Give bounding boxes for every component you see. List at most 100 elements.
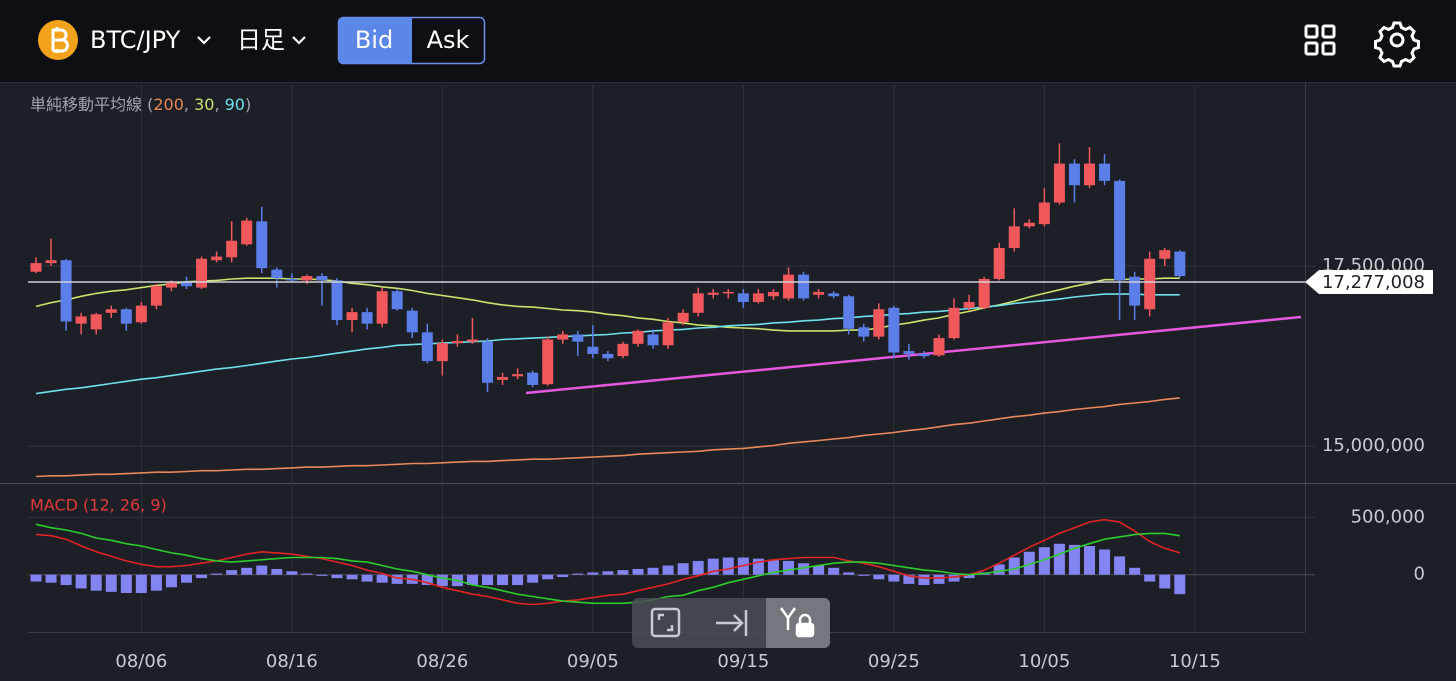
candle-body <box>1008 226 1020 248</box>
ma-legend-period: 200 <box>153 95 184 114</box>
candle-body <box>421 332 433 362</box>
histogram-bar <box>617 570 629 575</box>
histogram-bar <box>1114 556 1126 575</box>
histogram-bar <box>722 557 734 575</box>
settings-button[interactable] <box>1374 21 1420 68</box>
candle-body <box>105 309 117 313</box>
candle-body <box>542 339 554 385</box>
candle-body <box>873 309 885 337</box>
timeframe-selector[interactable]: 日足 <box>237 26 306 54</box>
candle-body <box>331 280 343 321</box>
scroll-end-icon <box>716 610 748 636</box>
histogram-bar <box>75 574 87 589</box>
candle-body <box>662 322 674 346</box>
histogram-bar <box>677 563 689 575</box>
layout-button[interactable] <box>1304 24 1336 56</box>
histogram-bar <box>226 570 238 575</box>
pair-label: BTC/JPY <box>90 26 181 54</box>
x-tick-label: 10/05 <box>1018 651 1070 672</box>
grid-icon <box>1304 24 1319 39</box>
candle-body <box>557 334 569 340</box>
x-tick-label: 09/15 <box>717 651 769 672</box>
histogram-bar <box>1159 574 1171 589</box>
fullscreen-icon <box>650 607 681 638</box>
histogram-bar <box>632 568 644 575</box>
histogram-bar <box>497 574 509 586</box>
histogram-bar <box>527 574 539 583</box>
candle-body <box>391 291 403 310</box>
fullscreen-button[interactable] <box>650 607 681 638</box>
histogram-bar <box>767 559 779 575</box>
macd-title: MACD (12, 26, 9) <box>30 496 167 515</box>
candle-body <box>1144 258 1156 310</box>
candle-body <box>60 260 72 322</box>
candle-body <box>45 260 57 264</box>
x-tick-label: 10/15 <box>1169 651 1221 672</box>
histogram-bar <box>813 565 825 575</box>
bid-button-bg <box>338 17 412 64</box>
ask-button[interactable]: Ask <box>427 26 470 54</box>
y-lock-button[interactable] <box>779 607 815 638</box>
candle-body <box>1159 250 1171 259</box>
histogram-bar <box>1129 567 1141 575</box>
histogram-bar <box>918 574 930 586</box>
candle-body <box>677 312 689 323</box>
histogram-bar <box>391 574 403 584</box>
candle-body <box>813 291 825 295</box>
histogram-bar <box>587 572 599 575</box>
histogram-bar <box>361 574 373 582</box>
candle-body <box>587 346 599 354</box>
candle-body <box>918 353 930 357</box>
histogram-bar <box>331 574 343 579</box>
histogram-bar <box>1084 546 1095 575</box>
bid-button[interactable]: Bid <box>338 17 413 64</box>
histogram-bar <box>903 574 915 584</box>
histogram-bar <box>150 574 162 591</box>
candle-body <box>828 293 840 297</box>
histogram-bar <box>647 567 659 575</box>
histogram-bar <box>888 574 900 582</box>
lock-body <box>795 622 815 638</box>
histogram-bar <box>286 571 298 575</box>
histogram-bar <box>60 574 72 586</box>
histogram-bar <box>963 574 975 579</box>
y-glyph <box>779 607 797 630</box>
pair-selector[interactable]: BTC/JPY <box>38 20 211 60</box>
x-tick-label: 08/06 <box>115 651 167 672</box>
histogram-bar <box>211 573 223 575</box>
candle-body <box>90 314 102 330</box>
gear-center <box>1389 32 1405 48</box>
y-tick-label: 15,000,000 <box>1322 435 1425 456</box>
candle-body <box>466 339 478 342</box>
histogram-bar <box>1023 551 1035 575</box>
scroll-end-button[interactable] <box>716 610 748 636</box>
candle-body <box>888 307 900 353</box>
ma-legend: 単純移動平均線 2003090 <box>30 91 251 115</box>
last-price-label: 17,277,008 <box>1322 272 1425 293</box>
candle-body <box>150 286 162 306</box>
histogram-bar <box>873 574 885 580</box>
macd-line <box>35 518 1181 606</box>
histogram-bar <box>1174 574 1186 595</box>
candle-body <box>165 281 177 288</box>
histogram-bar <box>798 563 810 575</box>
x-tick-label: 09/05 <box>567 651 619 672</box>
histogram-bar <box>271 568 283 575</box>
candle-body <box>361 312 373 324</box>
candle-layer <box>28 143 1305 393</box>
histogram-bar <box>376 574 388 583</box>
candle-body <box>436 343 448 362</box>
candle-body <box>1114 180 1126 281</box>
candle-body <box>632 330 644 344</box>
y-tick-label: 500,000 <box>1351 506 1425 527</box>
candle-body <box>226 240 238 258</box>
candle-body <box>241 220 253 245</box>
candle-body <box>196 258 208 288</box>
candle-body <box>1129 276 1141 306</box>
ma-legend-periods: 2003090 <box>147 95 251 114</box>
histogram-bar <box>30 574 42 582</box>
candle-body <box>135 305 147 323</box>
histogram-bar <box>1144 574 1156 582</box>
histogram-bar <box>557 574 569 577</box>
